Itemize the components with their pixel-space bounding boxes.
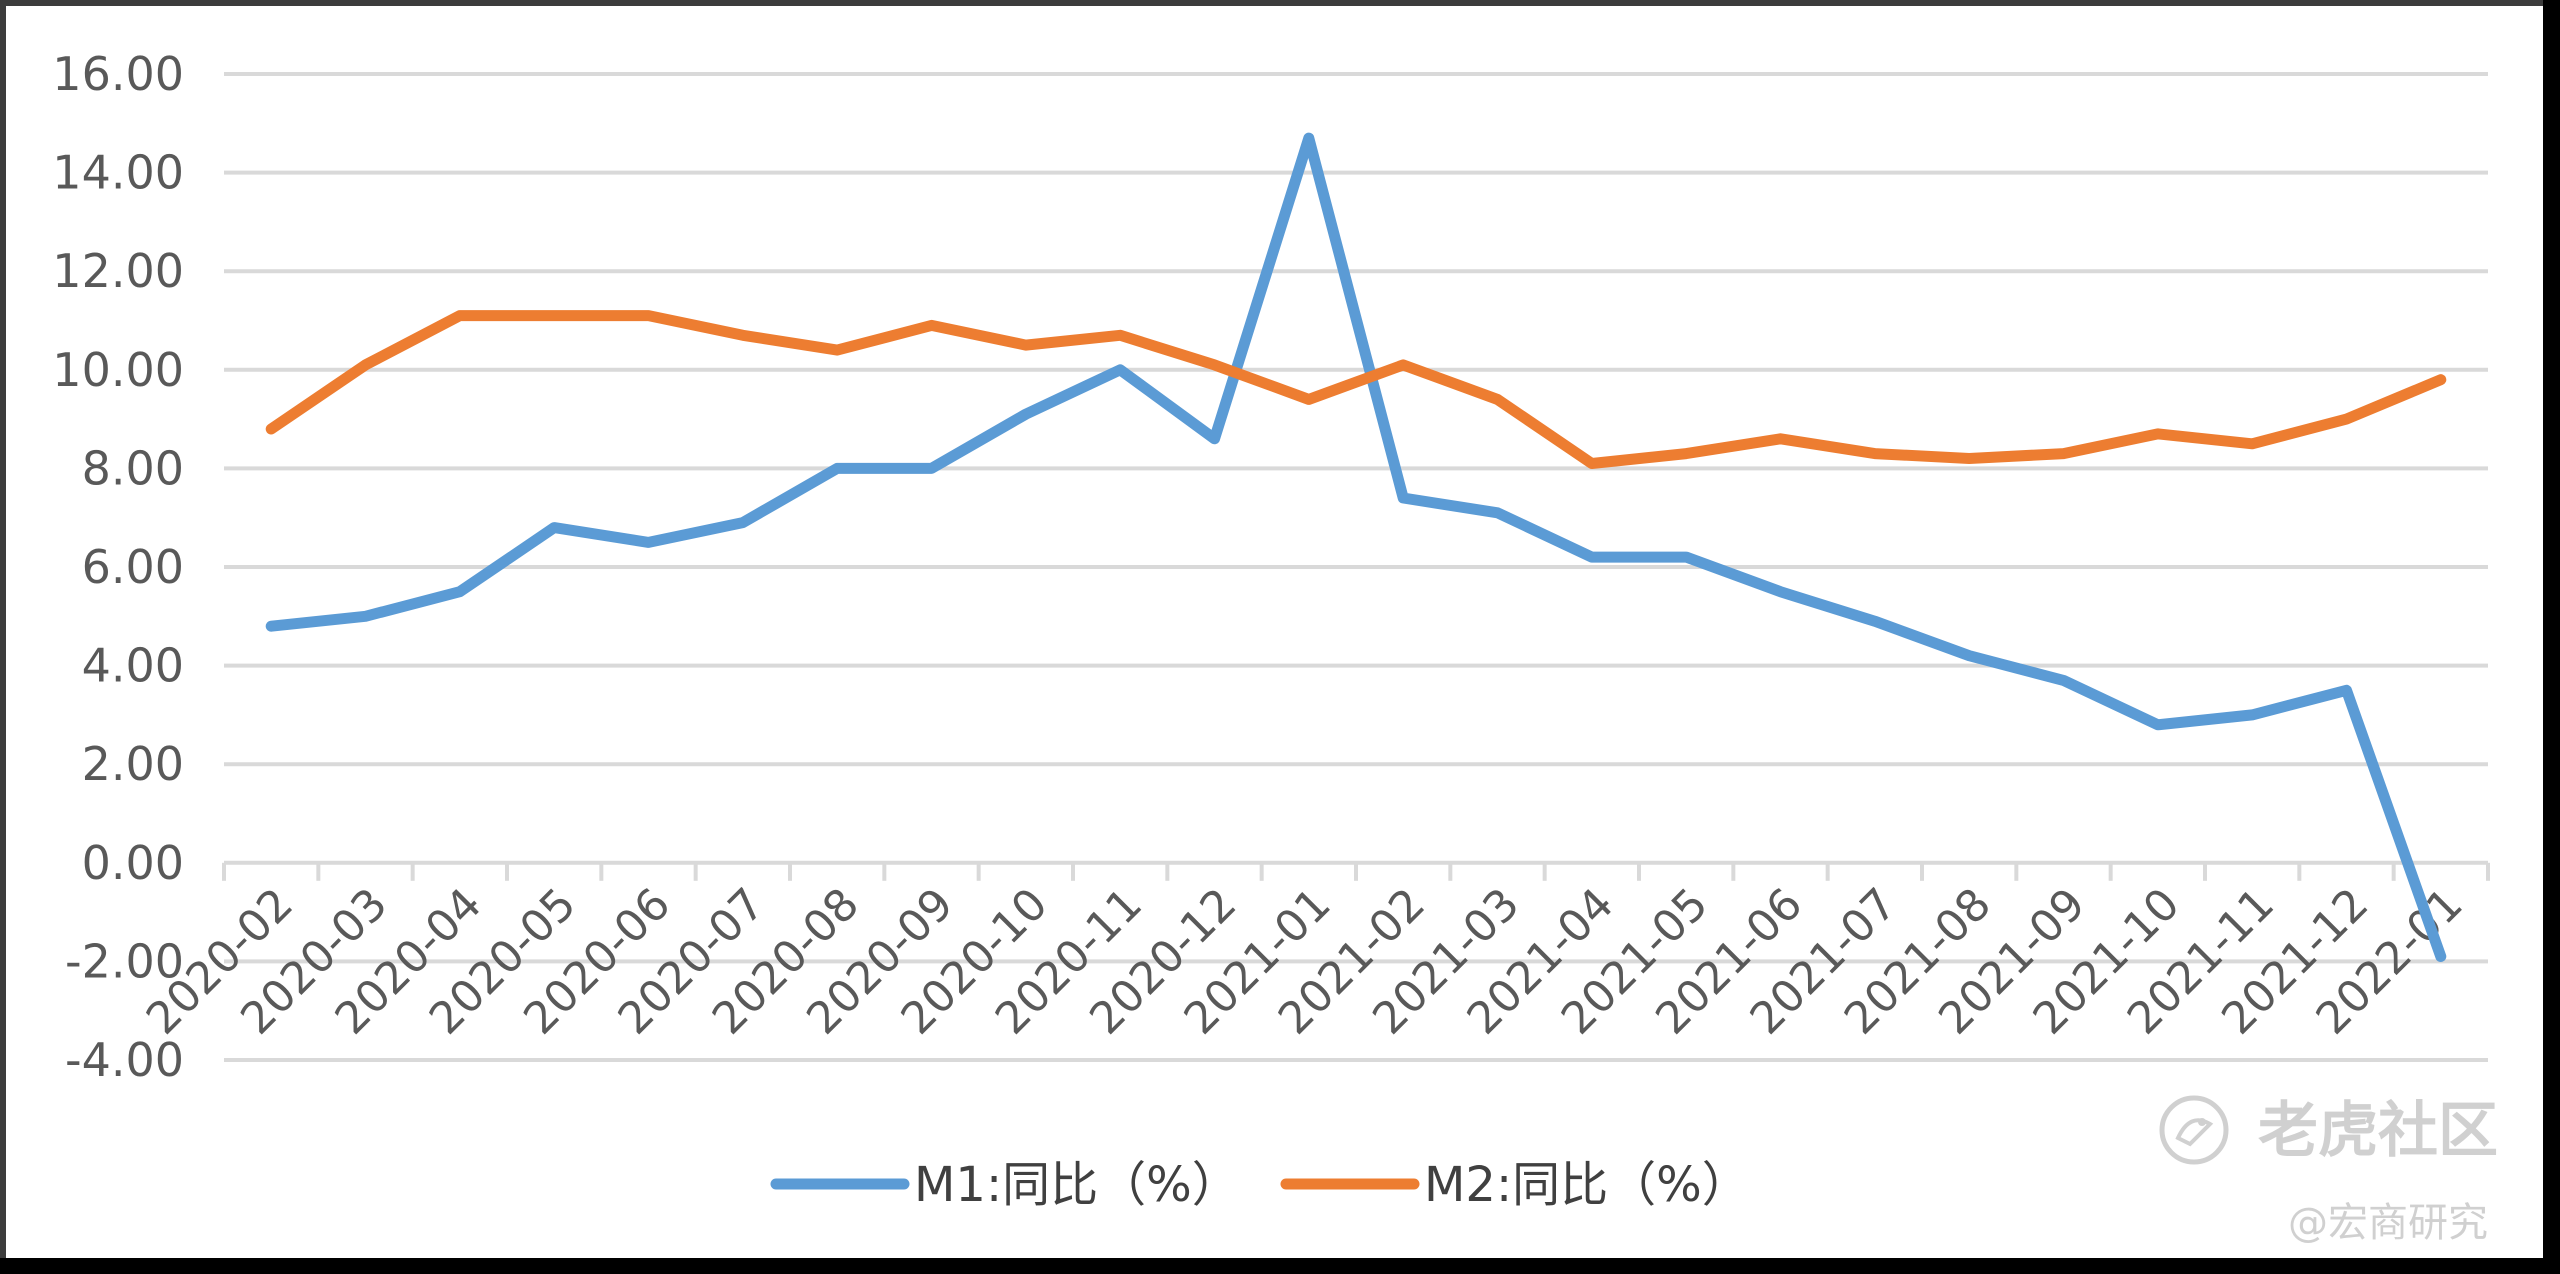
tiger-logo-icon <box>2159 1095 2229 1165</box>
y-tick-label: 14.00 <box>52 146 184 200</box>
y-tick-label: 2.00 <box>82 737 184 791</box>
line-chart: 16.00 14.00 12.00 10.00 8.00 6.00 4.00 2.00 0.00… <box>52 47 2498 1246</box>
y-axis-tick-labels: 16.00 14.00 12.00 10.00 8.00 6.00 4.00 2.00 0.00… <box>52 47 184 1087</box>
y-tick-label: 6.00 <box>82 540 184 594</box>
legend-label-2: M2:同比（%） <box>1424 1157 1750 1213</box>
series-line-2 <box>265 310 2447 469</box>
y-tick-label: 0.00 <box>82 836 184 890</box>
y-tick-label: 16.00 <box>52 47 184 101</box>
grid-lines <box>224 72 2488 1062</box>
series-lines <box>265 132 2447 962</box>
watermark-author: @宏商研究 <box>2288 1200 2488 1246</box>
legend: M1:同比（%） M2:同比（%） <box>770 1157 1750 1213</box>
y-tick-label: 10.00 <box>52 343 184 397</box>
legend-label-1: M1:同比（%） <box>914 1157 1240 1213</box>
y-tick-label: 4.00 <box>82 639 184 693</box>
y-tick-label: -4.00 <box>65 1033 184 1087</box>
watermark-brand: 老虎社区 <box>2258 1096 2498 1166</box>
series-line-1 <box>265 132 2447 962</box>
x-axis <box>222 860 2490 881</box>
watermark: 老虎社区 @宏商研究 <box>2159 1095 2498 1246</box>
y-tick-label: 8.00 <box>82 441 184 495</box>
y-tick-label: -2.00 <box>65 934 184 988</box>
y-tick-label: 12.00 <box>52 244 184 298</box>
